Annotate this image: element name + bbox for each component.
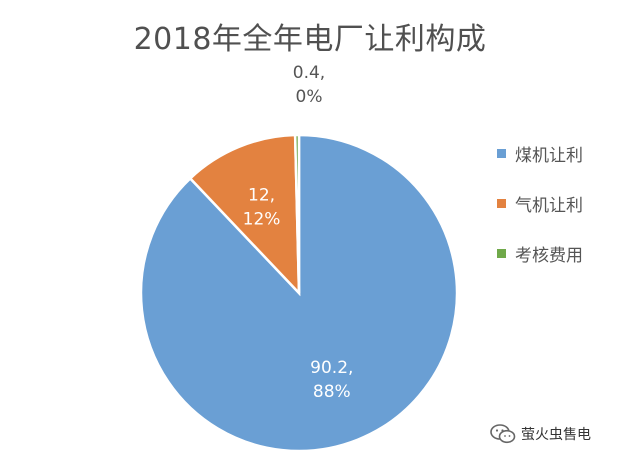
legend-swatch-assessment <box>497 248 506 258</box>
watermark-text: 萤火虫售电 <box>521 427 591 443</box>
wechat-icon <box>490 424 516 444</box>
legend-swatch-coal <box>497 148 506 158</box>
slice-percent-label-gas: 12% <box>243 209 281 229</box>
legend-label-gas: 气机让利 <box>515 195 583 216</box>
legend-item-assessment[interactable]: 考核费用 <box>497 240 583 266</box>
slice-gas[interactable] <box>188 133 301 297</box>
legend-item-coal[interactable]: 煤机让利 <box>497 140 583 166</box>
legend-swatch-gas <box>497 198 506 208</box>
legend: 煤机让利 气机让利 考核费用 <box>497 140 583 290</box>
slice-assessment[interactable] <box>293 133 301 294</box>
slice-value-label-coal: 90.2, <box>310 358 353 378</box>
legend-item-gas[interactable]: 气机让利 <box>497 190 583 216</box>
watermark: 萤火虫售电 <box>490 424 591 444</box>
slice-percent-label-assessment: 0% <box>296 87 323 107</box>
legend-label-coal: 煤机让利 <box>515 145 583 166</box>
legend-label-assessment: 考核费用 <box>515 245 583 266</box>
chart-title: 2018年全年电厂让利构成 <box>133 22 487 57</box>
slice-value-label-gas: 12, <box>248 185 275 205</box>
slice-percent-label-coal: 88% <box>313 382 351 402</box>
slice-value-label-assessment: 0.4, <box>293 63 325 83</box>
